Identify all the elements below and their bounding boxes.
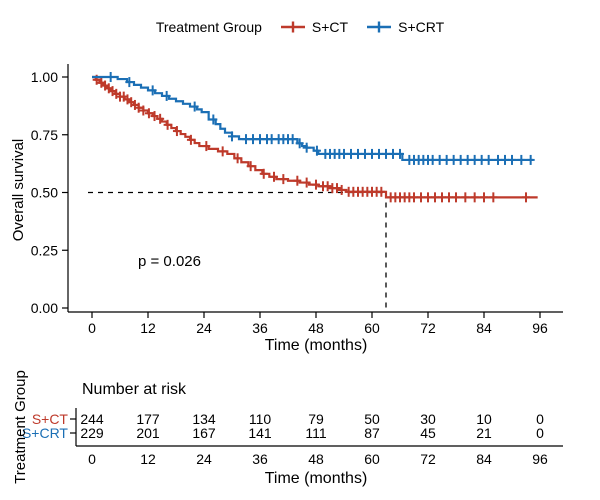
y-axis-title: Overall survival: [10, 138, 27, 242]
risk-x-tick-label: 84: [476, 451, 492, 467]
x-tick-label: 72: [420, 320, 436, 336]
x-tick-label: 60: [364, 320, 380, 336]
risk-count: 141: [248, 425, 272, 441]
risk-table-title: Number at risk: [82, 381, 187, 398]
legend: Treatment Group S+CT S+CRT: [0, 14, 600, 40]
risk-x-tick-label: 60: [364, 451, 380, 467]
y-tick-label: 0.25: [31, 242, 58, 258]
risk-row-label: S+CT: [32, 411, 69, 427]
risk-count: 21: [476, 425, 492, 441]
x-tick-label: 84: [476, 320, 492, 336]
legend-title: Treatment Group: [155, 19, 262, 35]
risk-count: 201: [136, 425, 160, 441]
risk-x-tick-label: 72: [420, 451, 436, 467]
risk-count: 134: [192, 411, 216, 427]
risk-count: 110: [249, 411, 272, 427]
x-axis-title: Time (months): [264, 337, 368, 354]
x-tick-label: 24: [196, 320, 212, 336]
risk-count: 87: [364, 425, 380, 441]
y-tick-label: 0.50: [31, 185, 58, 201]
risk-count: 10: [476, 411, 492, 427]
risk-count: 229: [80, 425, 104, 441]
risk-count: 50: [364, 411, 380, 427]
y-tick-label: 0.75: [31, 127, 58, 143]
survival-curve-s+ct: [92, 75, 538, 199]
y-tick-label: 0.00: [31, 300, 58, 316]
x-tick-label: 0: [88, 320, 96, 336]
legend-item-scrt[interactable]: S+CRT: [366, 19, 444, 35]
y-tick-label: 1.00: [31, 69, 58, 85]
risk-x-tick-label: 36: [252, 451, 268, 467]
risk-count: 30: [420, 411, 436, 427]
risk-x-tick-label: 24: [196, 451, 212, 467]
x-tick-label: 12: [140, 320, 156, 336]
risk-count: 0: [536, 425, 544, 441]
x-tick-label: 48: [308, 320, 324, 336]
legend-label-sct: S+CT: [311, 19, 349, 35]
legend-label-scrt: S+CRT: [398, 19, 445, 35]
risk-x-tick-label: 0: [88, 451, 96, 467]
pvalue-annotation: p = 0.026: [138, 253, 201, 270]
risk-table-x-title: Time (months): [264, 470, 368, 487]
risk-count: 244: [80, 411, 104, 427]
x-tick-label: 96: [532, 320, 548, 336]
risk-table-y-title: Treatment Group: [12, 370, 29, 484]
plus-marker-icon: [280, 21, 305, 33]
risk-count: 45: [420, 425, 436, 441]
risk-x-tick-label: 12: [140, 451, 156, 467]
risk-x-tick-label: 48: [308, 451, 324, 467]
risk-count: 177: [136, 411, 160, 427]
risk-count: 79: [308, 411, 324, 427]
risk-row-label: S+CRT: [22, 425, 68, 441]
risk-count: 167: [192, 425, 216, 441]
plus-marker-icon: [367, 21, 392, 33]
legend-item-sct[interactable]: S+CT: [280, 19, 348, 35]
survival-curve-s+crt: [92, 75, 533, 162]
risk-x-tick-label: 96: [532, 451, 548, 467]
x-tick-label: 36: [252, 320, 268, 336]
risk-count: 0: [536, 411, 544, 427]
risk-count: 111: [305, 425, 326, 441]
